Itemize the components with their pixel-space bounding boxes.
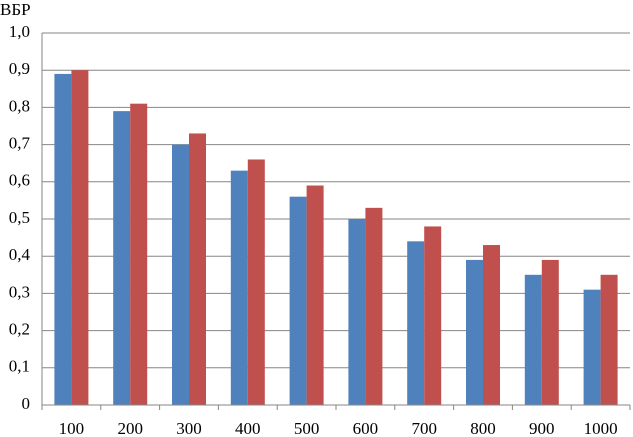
bar xyxy=(247,159,265,405)
bar xyxy=(172,144,189,405)
bar xyxy=(466,259,483,405)
y-tick-label: 0,6 xyxy=(9,171,30,190)
x-tick-label: 300 xyxy=(176,419,202,437)
x-tick-label: 200 xyxy=(117,419,143,437)
bar xyxy=(524,274,542,405)
x-tick-label: 800 xyxy=(470,419,496,437)
bar xyxy=(407,241,425,405)
bar xyxy=(189,133,206,405)
y-tick-label: 0,8 xyxy=(9,96,30,115)
bar xyxy=(113,111,131,406)
y-tick-label: 0,5 xyxy=(9,208,30,227)
y-tick-label: 0,4 xyxy=(9,245,31,264)
y-tick-label: 0,2 xyxy=(9,320,30,339)
bar xyxy=(365,207,383,405)
y-tick-label: 1,0 xyxy=(9,22,30,41)
bar xyxy=(54,73,72,406)
x-tick-label: 100 xyxy=(59,419,85,437)
x-tick-label: 900 xyxy=(529,419,555,437)
x-tick-label: 600 xyxy=(353,419,379,437)
x-tick-label: 1000 xyxy=(584,419,618,437)
bar xyxy=(71,70,89,405)
y-axis-label: ВБР xyxy=(0,0,31,19)
x-tick-label: 700 xyxy=(411,419,437,437)
x-tick-label: 400 xyxy=(235,419,261,437)
y-tick-label: 0,9 xyxy=(9,59,30,78)
bar xyxy=(306,185,324,405)
x-tick-label: 500 xyxy=(294,419,320,437)
y-tick-label: 0,7 xyxy=(9,134,31,153)
y-tick-label: 0,1 xyxy=(9,357,30,376)
bar xyxy=(130,103,148,406)
bar xyxy=(600,274,618,405)
bar xyxy=(424,226,442,405)
y-tick-label: 0 xyxy=(22,394,31,413)
bar xyxy=(541,259,559,405)
bar xyxy=(348,219,366,405)
bar xyxy=(289,196,307,405)
bar xyxy=(483,245,500,405)
bar xyxy=(230,170,248,405)
bar xyxy=(583,289,601,405)
y-tick-label: 0,3 xyxy=(9,282,30,301)
